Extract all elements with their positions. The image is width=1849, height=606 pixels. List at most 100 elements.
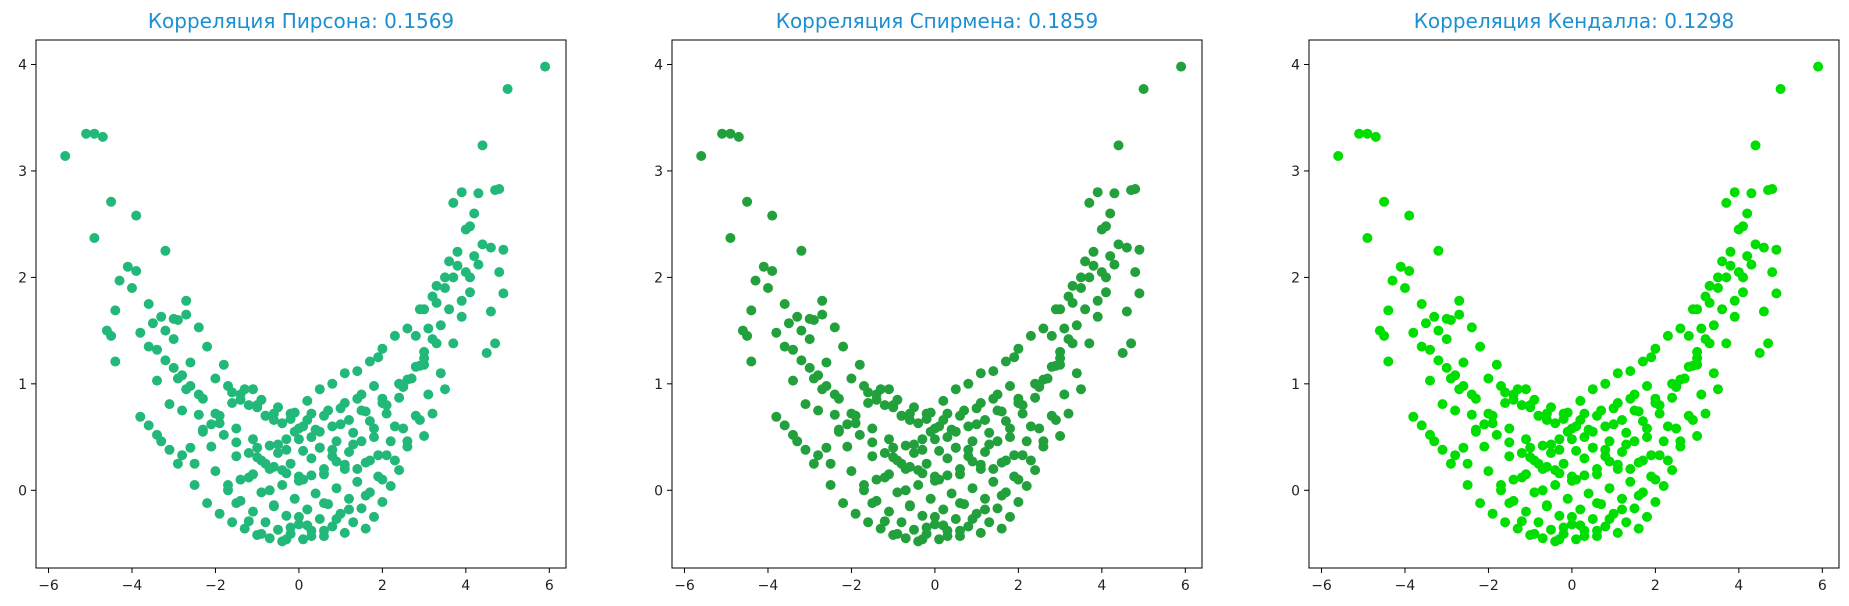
- scatter-point: [1705, 281, 1715, 291]
- x-tick-label: 0: [930, 578, 939, 594]
- scatter-point: [930, 472, 940, 482]
- scatter-point: [922, 523, 932, 533]
- scatter-point: [1055, 431, 1065, 441]
- scatter-point: [1646, 352, 1656, 362]
- scatter-point: [988, 464, 998, 474]
- scatter-point: [169, 363, 179, 373]
- scatter-point: [917, 468, 927, 478]
- scatter-point: [1076, 384, 1086, 394]
- y-tick-label: 0: [654, 483, 663, 499]
- scatter-point: [1617, 415, 1627, 425]
- chart-title: Корреляция Спирмена: 0.1859: [776, 9, 1098, 33]
- scatter-point: [1609, 509, 1619, 519]
- scatter-point: [1059, 324, 1069, 334]
- scatter-point: [231, 437, 241, 447]
- x-tick-label: 6: [545, 578, 554, 594]
- subplot-kendall: Корреляция Кендалла: 0.1298 −6 −4 −2 0 2 4 6 0…: [1291, 9, 1839, 594]
- scatter-point: [236, 496, 246, 506]
- x-tick-label: −2: [841, 578, 862, 594]
- scatter-point: [261, 517, 271, 527]
- scatter-point: [169, 334, 179, 344]
- scatter-point: [402, 375, 412, 385]
- scatter-point: [993, 390, 1003, 400]
- scatter-point: [1525, 530, 1535, 540]
- scatter-point: [1625, 477, 1635, 487]
- scatter-point: [177, 406, 187, 416]
- scatter-point: [942, 470, 952, 480]
- scatter-point: [190, 459, 200, 469]
- scatter-point: [1588, 443, 1598, 453]
- scatter-point: [486, 243, 496, 253]
- scatter-point: [1500, 517, 1510, 527]
- scatter-point: [1659, 481, 1669, 491]
- scatter-point: [813, 370, 823, 380]
- scatter-point: [231, 451, 241, 461]
- scatter-point: [540, 62, 550, 72]
- scatter-point: [1571, 534, 1581, 544]
- scatter-point: [210, 466, 220, 476]
- y-tick-label: 2: [18, 270, 27, 286]
- scatter-point: [298, 421, 308, 431]
- scatter-point: [1759, 307, 1769, 317]
- scatter-point: [867, 437, 877, 447]
- scatter-point: [976, 368, 986, 378]
- chart-title: Корреляция Кендалла: 0.1298: [1414, 9, 1735, 33]
- scatter-point: [830, 410, 840, 420]
- scatter-point: [1692, 431, 1702, 441]
- scatter-points: [60, 62, 550, 547]
- scatter-point: [131, 211, 141, 221]
- scatter-point: [1084, 198, 1094, 208]
- scatter-point: [1600, 522, 1610, 532]
- scatter-point: [805, 334, 815, 344]
- scatter-point: [1721, 198, 1731, 208]
- scatter-point: [1563, 427, 1573, 437]
- scatter-point: [1425, 376, 1435, 386]
- scatter-point: [926, 427, 936, 437]
- scatter-point: [1546, 448, 1556, 458]
- scatter-point: [1504, 424, 1514, 434]
- plot-frame: [672, 40, 1202, 568]
- scatter-point: [1446, 459, 1456, 469]
- scatter-point: [1701, 334, 1711, 344]
- scatter-point: [1442, 334, 1452, 344]
- scatter-point: [177, 370, 187, 380]
- scatter-point: [855, 430, 865, 440]
- scatter-point: [1763, 338, 1773, 348]
- y-tick-label: 3: [654, 164, 663, 180]
- scatter-point: [1579, 470, 1589, 480]
- scatter-point: [1047, 411, 1057, 421]
- scatter-point: [897, 517, 907, 527]
- scatter-point: [1093, 187, 1103, 197]
- scatter-point: [1084, 338, 1094, 348]
- scatter-point: [190, 480, 200, 490]
- scatter-point: [1404, 266, 1414, 276]
- scatter-point: [963, 451, 973, 461]
- scatter-point: [1388, 276, 1398, 286]
- scatter-point: [1563, 494, 1573, 504]
- scatter-point: [1667, 393, 1677, 403]
- scatter-point: [1134, 245, 1144, 255]
- scatter-point: [436, 320, 446, 330]
- scatter-point: [365, 456, 375, 466]
- scatter-point: [947, 489, 957, 499]
- scatter-point: [1038, 324, 1048, 334]
- scatter-point: [482, 348, 492, 358]
- y-tick-label: 4: [1291, 57, 1300, 73]
- scatter-point: [219, 430, 229, 440]
- scatter-point: [1122, 243, 1132, 253]
- scatter-point: [1379, 197, 1389, 207]
- scatter-point: [1026, 456, 1036, 466]
- scatter-point: [972, 509, 982, 519]
- scatter-point: [315, 514, 325, 524]
- scatter-point: [963, 379, 973, 389]
- scatter-point: [1692, 347, 1702, 357]
- scatter-point: [901, 441, 911, 451]
- scatter-point: [1575, 396, 1585, 406]
- scatter-point: [938, 520, 948, 530]
- scatter-point: [290, 427, 300, 437]
- scatter-point: [352, 464, 362, 474]
- scatter-point: [327, 379, 337, 389]
- scatter-point: [194, 390, 204, 400]
- scatter-point: [1093, 312, 1103, 322]
- scatter-point: [1600, 379, 1610, 389]
